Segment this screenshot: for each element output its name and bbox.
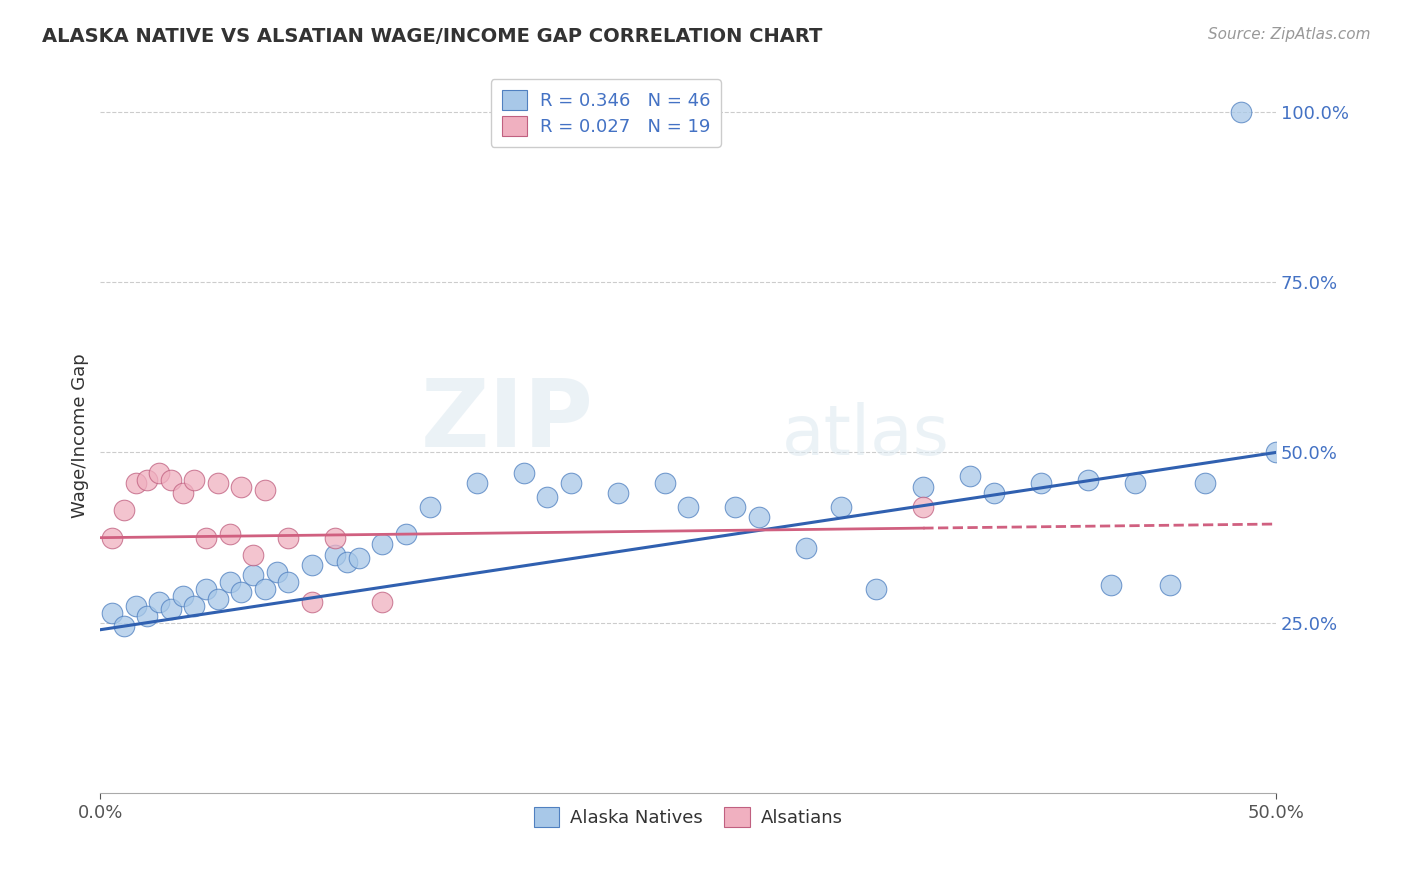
Point [195,582,218,596]
Point [912,479,935,493]
Text: ZIP: ZIP [422,375,595,467]
Point [148,595,170,609]
Point [136,473,159,487]
Point [1194,476,1216,491]
Point [242,548,264,562]
Point [277,574,299,589]
Point [654,476,676,491]
Point [1077,473,1099,487]
Point [418,500,440,514]
Point [112,503,135,517]
Point [218,574,240,589]
Point [253,483,276,497]
Point [124,476,146,491]
Legend: Alaska Natives, Alsatians: Alaska Natives, Alsatians [527,800,849,834]
Point [959,469,981,483]
Point [676,500,699,514]
Point [183,473,205,487]
Point [101,606,124,620]
Point [371,595,394,609]
Text: atlas: atlas [782,402,950,469]
Point [983,486,1005,500]
Point [231,585,253,599]
Point [347,551,370,566]
Point [1159,578,1181,592]
Point [1123,476,1146,491]
Point [465,476,488,491]
Point [748,510,770,524]
Point [101,531,124,545]
Point [395,527,418,541]
Point [231,479,253,493]
Point [160,602,183,616]
Point [912,500,935,514]
Point [1099,578,1122,592]
Point [172,486,194,500]
Point [865,582,887,596]
Point [172,589,194,603]
Point [124,599,146,613]
Point [183,599,205,613]
Point [301,558,323,572]
Point [112,619,135,633]
Point [266,565,288,579]
Point [560,476,582,491]
Point [794,541,817,555]
Point [253,582,276,596]
Point [325,548,347,562]
Point [1229,104,1251,119]
Point [242,568,264,582]
Point [1029,476,1052,491]
Point [218,527,240,541]
Point [160,473,183,487]
Point [207,592,229,607]
Point [512,466,534,480]
Point [277,531,299,545]
Point [1265,445,1288,459]
Point [207,476,229,491]
Point [724,500,747,514]
Point [336,555,359,569]
Point [148,466,170,480]
Point [301,595,323,609]
Text: Source: ZipAtlas.com: Source: ZipAtlas.com [1208,27,1371,42]
Text: ALASKA NATIVE VS ALSATIAN WAGE/INCOME GAP CORRELATION CHART: ALASKA NATIVE VS ALSATIAN WAGE/INCOME GA… [42,27,823,45]
Point [371,537,394,551]
Point [325,531,347,545]
Point [136,609,159,624]
Point [830,500,852,514]
Point [195,531,218,545]
Point [536,490,558,504]
Y-axis label: Wage/Income Gap: Wage/Income Gap [72,353,89,517]
Point [606,486,628,500]
